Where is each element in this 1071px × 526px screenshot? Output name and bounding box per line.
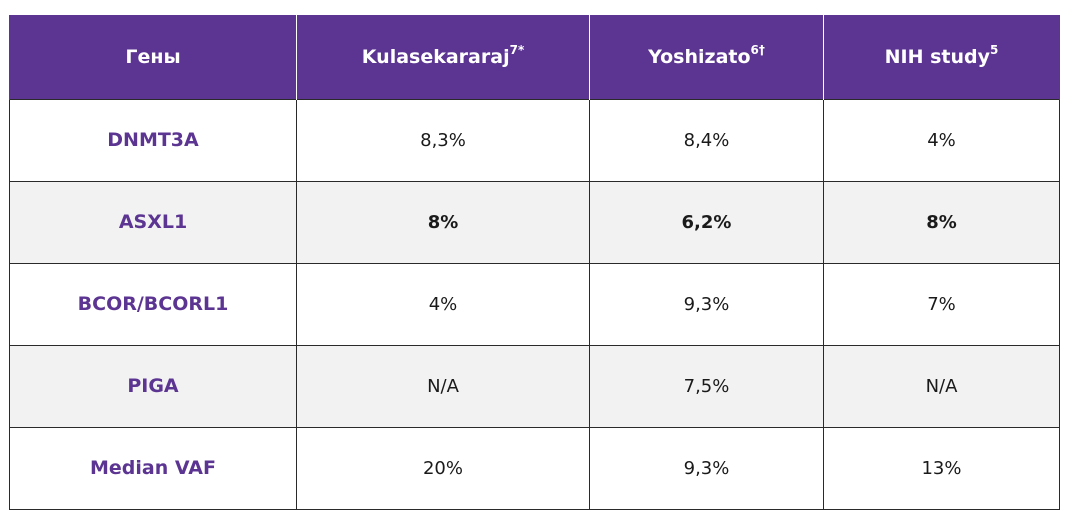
- header-kulasekararaj-ref: 7*: [509, 42, 525, 57]
- gene-name-cell: Median VAF: [9, 426, 297, 510]
- header-genes-label: Гены: [125, 45, 181, 68]
- table-row: PIGA N/A 7,5% N/A: [9, 344, 1060, 428]
- nih-study-value-cell: 4%: [823, 98, 1060, 182]
- yoshizato-value-cell: 8,4%: [589, 98, 824, 182]
- kulasekararaj-value-cell: 4%: [296, 262, 590, 346]
- kulasekararaj-value-cell: N/A: [296, 344, 590, 428]
- table-header: Гены Kulasekararaj7* Yoshizato6† NIH stu…: [9, 15, 1060, 99]
- header-genes: Гены: [9, 15, 297, 99]
- table-row: Median VAF 20% 9,3% 13%: [9, 426, 1060, 510]
- table-body: DNMT3A 8,3% 8,4% 4% ASXL1 8% 6,2% 8% BCO…: [9, 98, 1060, 510]
- gene-name-cell: DNMT3A: [9, 98, 297, 182]
- yoshizato-value-cell: 9,3%: [589, 262, 824, 346]
- header-row: Гены Kulasekararaj7* Yoshizato6† NIH stu…: [9, 15, 1060, 99]
- gene-name-cell: BCOR/BCORL1: [9, 262, 297, 346]
- gene-name-cell: PIGA: [9, 344, 297, 428]
- header-yoshizato-label: Yoshizato: [648, 45, 751, 68]
- header-nih-study-label: NIH study: [884, 45, 991, 68]
- kulasekararaj-value-cell: 20%: [296, 426, 590, 510]
- yoshizato-value-cell: 7,5%: [589, 344, 824, 428]
- header-nih-study-ref: 5: [990, 42, 999, 57]
- table-row: ASXL1 8% 6,2% 8%: [9, 180, 1060, 264]
- nih-study-value-cell: N/A: [823, 344, 1060, 428]
- header-yoshizato: Yoshizato6†: [589, 15, 824, 99]
- header-yoshizato-ref: 6†: [750, 42, 765, 57]
- gene-name-cell: ASXL1: [9, 180, 297, 264]
- kulasekararaj-value-cell: 8%: [296, 180, 590, 264]
- nih-study-value-cell: 7%: [823, 262, 1060, 346]
- yoshizato-value-cell: 9,3%: [589, 426, 824, 510]
- nih-study-value-cell: 13%: [823, 426, 1060, 510]
- nih-study-value-cell: 8%: [823, 180, 1060, 264]
- table-row: BCOR/BCORL1 4% 9,3% 7%: [9, 262, 1060, 346]
- header-kulasekararaj: Kulasekararaj7*: [296, 15, 590, 99]
- gene-frequency-table: Гены Kulasekararaj7* Yoshizato6† NIH stu…: [9, 15, 1060, 510]
- header-nih-study: NIH study5: [823, 15, 1060, 99]
- yoshizato-value-cell: 6,2%: [589, 180, 824, 264]
- table-row: DNMT3A 8,3% 8,4% 4%: [9, 98, 1060, 182]
- kulasekararaj-value-cell: 8,3%: [296, 98, 590, 182]
- header-kulasekararaj-label: Kulasekararaj: [361, 45, 510, 68]
